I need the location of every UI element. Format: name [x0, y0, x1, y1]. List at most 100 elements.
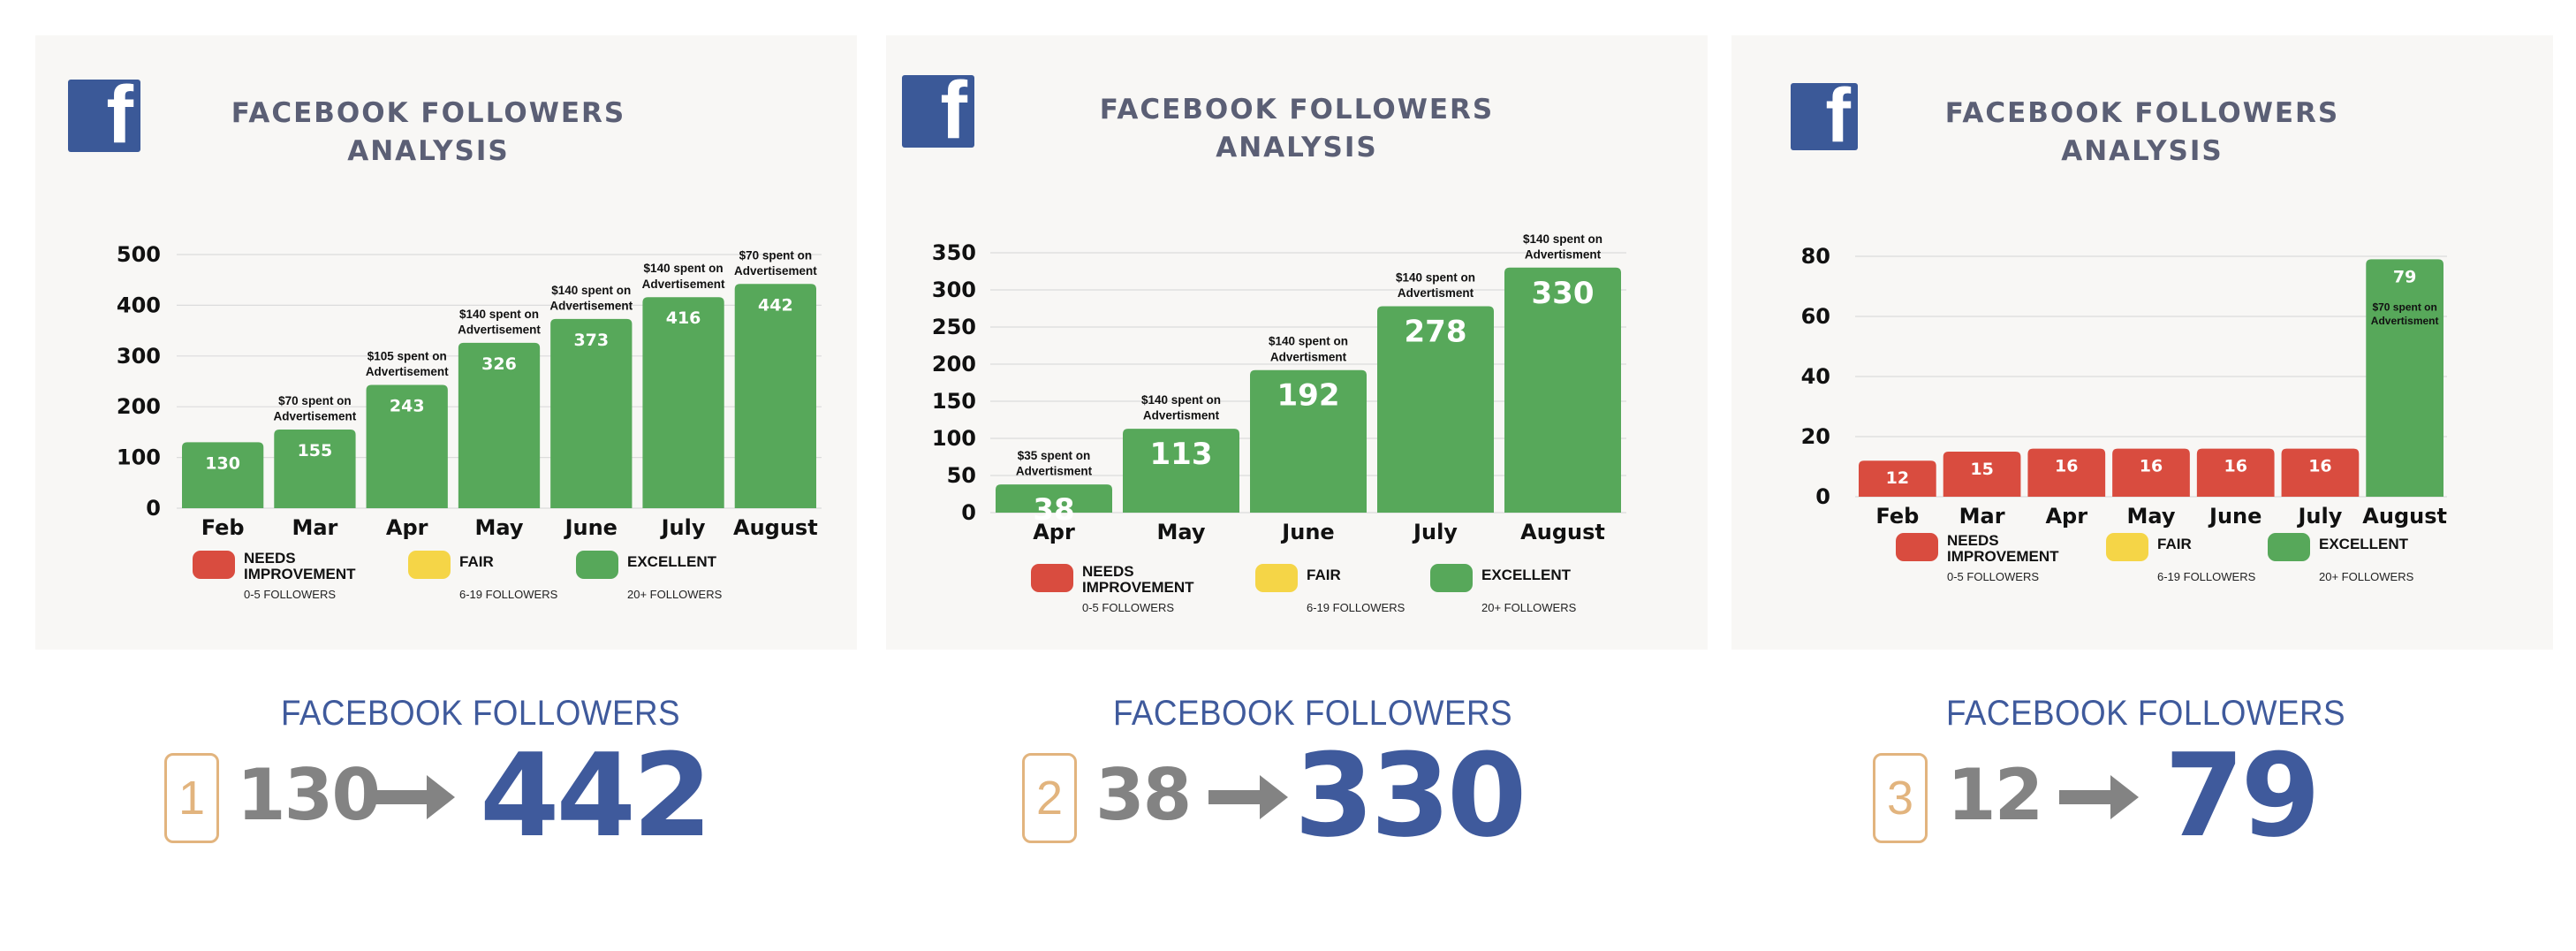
legend-swatch-yellow [1255, 564, 1298, 592]
bar [2281, 448, 2360, 497]
facebook-logo-icon: f [902, 70, 974, 151]
bar-value-label: 16 [2224, 457, 2246, 476]
x-tick-label: July [2296, 504, 2342, 529]
y-tick-label: 200 [932, 352, 976, 377]
bar-annotation: $140 spent on Advertisement [549, 284, 633, 313]
y-tick-label: 400 [117, 293, 161, 317]
y-tick-label: 500 [117, 242, 161, 267]
legend-swatch-green [2268, 533, 2310, 561]
y-tick-label: 60 [1801, 304, 1830, 329]
summary-to-value: 79 [2164, 728, 2321, 863]
legend-label: NEEDS IMPROVEMENT [1082, 563, 1194, 596]
legend-sublabel: 20+ FOLLOWERS [627, 588, 723, 601]
legend-swatch-yellow [408, 551, 451, 579]
bar [2112, 448, 2190, 497]
summary-index-badge: 3 [1873, 753, 1928, 843]
legend-sublabel: 6-19 FOLLOWERS [459, 588, 558, 601]
bar-value-label: 192 [1277, 378, 1340, 414]
bar-annotation: $105 spent on Advertisement [366, 350, 449, 379]
bar-chart: 0 100 200 300 400 500 130 Feb 155 Mar $70 spent on… [117, 242, 822, 540]
bar-annotation: $140 spent on Advertisement [458, 308, 541, 337]
y-tick-label: 150 [932, 389, 976, 414]
x-tick-label: Apr [2045, 504, 2087, 529]
x-tick-label: Mar [292, 515, 337, 540]
bar [458, 342, 541, 508]
bar [1250, 369, 1367, 513]
y-tick-label: 0 [146, 496, 161, 521]
bar-value-label: 16 [2055, 457, 2078, 476]
x-tick-label: Feb [201, 515, 245, 540]
bar-value-label: 113 [1150, 437, 1213, 472]
y-tick-label: 0 [1815, 484, 1830, 509]
x-tick-label: July [660, 515, 706, 540]
summary-from-value: 12 [1947, 754, 2043, 836]
bar-annotation: $140 spent on Advertisement [642, 262, 725, 291]
legend-swatch-red [1896, 533, 1938, 561]
facebook-logo-icon: f [68, 74, 140, 156]
chart-card-1: f FACEBOOK FOLLOWERS ANALYSIS 0 100 200 300… [35, 35, 857, 650]
x-tick-label: Apr [1033, 520, 1075, 544]
legend-swatch-green [576, 551, 618, 579]
legend-sublabel: 6-19 FOLLOWERS [1307, 601, 1405, 614]
legend-label: FAIR [1307, 567, 1341, 583]
y-tick-label: 100 [117, 445, 161, 470]
legend-label: NEEDS IMPROVEMENT [1947, 532, 2059, 565]
summary-to-value: 442 [480, 728, 712, 863]
bar [996, 484, 1112, 513]
bar [1123, 429, 1239, 513]
bar [1859, 460, 1936, 497]
bar-chart: 0 20 40 60 80 12 Feb 15 Mar 16 Apr 16 May 16 June 16 Jul… [1801, 244, 2447, 529]
summary-from-value: 130 [237, 754, 381, 836]
bar [2366, 259, 2443, 497]
bar [366, 384, 448, 508]
bar-annotation: $35 spent on Advertisment [1016, 449, 1093, 478]
y-tick-label: 80 [1801, 244, 1830, 269]
facebook-logo-icon: f [1791, 78, 1858, 154]
y-tick-label: 20 [1801, 424, 1830, 449]
right-arrow-icon [2059, 775, 2139, 819]
bar-annotation: $140 spent on Advertisment [1396, 270, 1475, 300]
bar [1943, 452, 2021, 497]
summary-index-badge: 1 [164, 753, 219, 843]
bar-value-label: 16 [2308, 457, 2331, 476]
bar [182, 442, 264, 508]
bar-annotation: $70 spent on Advertisement [734, 248, 817, 278]
y-tick-label: 200 [117, 394, 161, 419]
x-tick-label: Mar [1959, 504, 2005, 529]
chart-title: FACEBOOK FOLLOWERS ANALYSIS [1099, 94, 1495, 164]
x-tick-label: May [1157, 520, 1206, 544]
x-tick-label: June [2208, 504, 2262, 529]
bar [2027, 448, 2106, 497]
legend-label: NEEDS IMPROVEMENT [244, 550, 356, 582]
x-tick-label: June [1280, 520, 1334, 544]
legend-sublabel: 20+ FOLLOWERS [1481, 601, 1577, 614]
bar-value-label: 278 [1405, 314, 1467, 349]
x-tick-label: August [2362, 504, 2447, 529]
summary-index-badge: 2 [1022, 753, 1077, 843]
legend-swatch-green [1430, 564, 1473, 592]
chart-card-3: f FACEBOOK FOLLOWERS ANALYSIS 0 20 40 60 80 1… [1731, 35, 2553, 650]
y-tick-label: 100 [932, 426, 976, 451]
legend-sublabel: 0-5 FOLLOWERS [244, 588, 337, 601]
bar-value-label: 130 [205, 453, 240, 473]
legend-label: EXCELLENT [2319, 536, 2409, 552]
right-arrow-icon [375, 775, 455, 819]
bar-value-label: 38 [1033, 492, 1074, 528]
bar-value-label: 373 [573, 331, 609, 350]
bar [550, 318, 633, 508]
bar [2196, 448, 2275, 497]
x-tick-label: August [1520, 520, 1605, 544]
bar-annotation: $140 spent on Advertisment [1269, 335, 1348, 364]
legend-label: EXCELLENT [1481, 567, 1572, 583]
bar-annotation: $70 spent on Advertisement [274, 394, 357, 423]
bar-annotation: $140 spent on Advertisment [1523, 232, 1602, 262]
x-tick-label: August [733, 515, 818, 540]
bar-value-label: 16 [2140, 457, 2163, 476]
legend-sublabel: 6-19 FOLLOWERS [2157, 570, 2256, 583]
x-tick-label: May [475, 515, 524, 540]
bar-value-label: 442 [758, 295, 793, 315]
legend-sublabel: 0-5 FOLLOWERS [1947, 570, 2040, 583]
bar [1377, 306, 1494, 513]
y-tick-label: 350 [932, 240, 976, 265]
bar-value-label: 416 [666, 308, 701, 328]
